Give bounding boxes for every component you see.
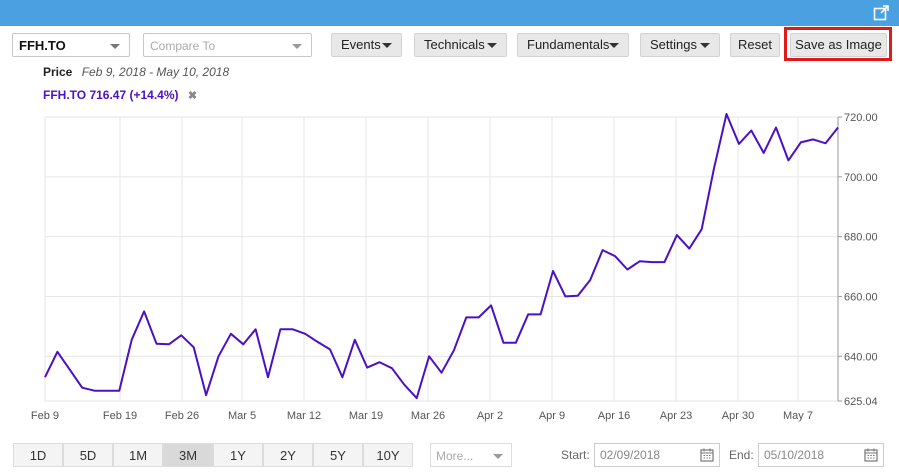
series-legend: FFH.TO 716.47 (+14.4%) ✖ <box>43 88 197 102</box>
x-tick-label: Mar 19 <box>349 410 383 422</box>
legend-text: FFH.TO 716.47 (+14.4%) <box>43 88 179 102</box>
symbol-select[interactable]: FFH.TO <box>12 33 130 57</box>
start-date-field[interactable]: 02/09/2018 <box>594 443 720 467</box>
remove-series-icon[interactable]: ✖ <box>187 90 198 102</box>
save-as-image-label: Save as Image <box>795 37 882 52</box>
start-date-value: 02/09/2018 <box>600 448 661 462</box>
y-tick-label: 680.00 <box>844 232 878 244</box>
start-label: Start: <box>561 448 590 462</box>
chevron-down-icon <box>609 43 619 48</box>
price-chart: Feb 9 Feb 19 Feb 26 Mar 5 Mar 12 Mar 19 Mar 26… <box>31 112 878 422</box>
x-tick-label: Apr 23 <box>660 410 692 422</box>
calendar-icon[interactable] <box>864 448 878 462</box>
window-header-bar <box>0 0 899 26</box>
date-range-label: Feb 9, 2018 - May 10, 2018 <box>81 65 230 79</box>
x-tick-label: Apr 9 <box>539 410 565 422</box>
range-button-3m[interactable]: 3M <box>163 443 213 467</box>
chevron-down-icon <box>493 454 503 459</box>
y-tick-label: 720.00 <box>844 112 878 124</box>
y-tick-label: 660.00 <box>844 291 878 303</box>
x-tick-label: Mar 26 <box>411 410 445 422</box>
end-label: End: <box>729 448 754 462</box>
x-tick-label: Apr 16 <box>598 410 630 422</box>
x-tick-label: Mar 5 <box>228 410 256 422</box>
technicals-label: Technicals <box>424 37 485 52</box>
events-label: Events <box>341 37 381 52</box>
compare-placeholder: Compare To <box>150 39 216 53</box>
reset-button[interactable]: Reset <box>730 33 780 57</box>
reset-label: Reset <box>738 37 772 52</box>
range-button-5d[interactable]: 5D <box>63 443 113 467</box>
y-tick-label: 625.04 <box>844 396 878 408</box>
y-tick-label: 700.00 <box>844 172 878 184</box>
events-button[interactable]: Events <box>331 33 402 57</box>
popout-icon[interactable] <box>873 5 889 21</box>
x-tick-label: Mar 12 <box>287 410 321 422</box>
chart-toolbar: FFH.TO Compare To Events Technicals Fund… <box>0 33 899 59</box>
range-button-5y[interactable]: 5Y <box>313 443 363 467</box>
x-tick-label: Apr 30 <box>722 410 754 422</box>
fundamentals-button[interactable]: Fundamentals <box>517 33 629 57</box>
chevron-down-icon <box>700 43 710 48</box>
highlight-box <box>784 27 892 61</box>
end-date-field[interactable]: 05/10/2018 <box>758 443 884 467</box>
range-button-10y[interactable]: 10Y <box>363 443 413 467</box>
price-series-line <box>44 113 839 400</box>
x-tick-label: May 7 <box>783 410 813 422</box>
compare-input[interactable]: Compare To <box>143 33 312 57</box>
more-select[interactable]: More... <box>430 443 512 467</box>
x-tick-label: Feb 26 <box>165 410 199 422</box>
x-tick-label: Feb 9 <box>31 410 59 422</box>
x-tick-label: Feb 19 <box>103 410 137 422</box>
more-label: More... <box>436 449 474 463</box>
symbol-value: FFH.TO <box>19 38 66 53</box>
range-button-1d[interactable]: 1D <box>13 443 63 467</box>
settings-button[interactable]: Settings <box>640 33 720 57</box>
range-button-2y[interactable]: 2Y <box>263 443 313 467</box>
y-tick-label: 640.00 <box>844 351 878 363</box>
calendar-icon[interactable] <box>700 448 714 462</box>
range-button-1m[interactable]: 1M <box>113 443 163 467</box>
save-as-image-button[interactable]: Save as Image <box>790 33 887 57</box>
fundamentals-label: Fundamentals <box>527 37 610 52</box>
chevron-down-icon <box>382 43 392 48</box>
range-button-1y[interactable]: 1Y <box>213 443 263 467</box>
end-date-value: 05/10/2018 <box>764 448 825 462</box>
range-bar: More... Start: 02/09/2018 End: 05/10/201… <box>0 443 899 467</box>
settings-label: Settings <box>650 37 697 52</box>
chevron-down-icon <box>292 44 302 49</box>
x-tick-label: Apr 2 <box>477 410 503 422</box>
chart-title: Price Feb 9, 2018 - May 10, 2018 <box>43 65 229 79</box>
price-label: Price <box>43 65 73 79</box>
chevron-down-icon <box>487 43 497 48</box>
chevron-down-icon <box>110 44 120 49</box>
technicals-button[interactable]: Technicals <box>414 33 507 57</box>
